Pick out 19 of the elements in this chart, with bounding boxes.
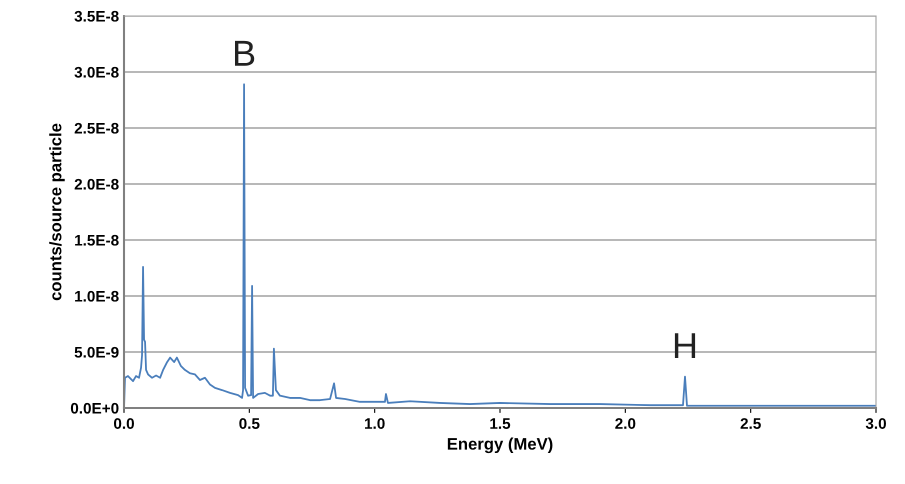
x-tick-label: 1.0 [365,418,385,429]
x-tick-label: 3.0 [866,418,886,429]
x-axis-title: Energy (MeV) [448,438,552,454]
y-tick-label: 1.0E-8 [75,290,119,302]
y-tick-label: 2.5E-8 [74,122,119,134]
y-tick-label: 2.0E-8 [74,178,119,190]
annotation: H [674,333,696,358]
x-tick-label: 2.0 [615,418,636,429]
x-tick-label: 0.5 [239,418,260,429]
y-tick-label: 5.0E-9 [74,346,119,358]
y-tick-label: 3.5E-8 [74,10,119,22]
y-tick-label: 1.5E-8 [75,234,119,246]
annotation: B [234,40,254,66]
x-tick-label: 2.5 [740,418,761,429]
x-tick-label: 1.5 [490,418,510,429]
x-tick-label: 0.0 [114,418,134,429]
y-tick-label: 3.0E-8 [74,66,119,78]
y-tick-label: 0.0E+0 [70,402,119,414]
y-axis-title: counts/source particle [49,124,65,300]
